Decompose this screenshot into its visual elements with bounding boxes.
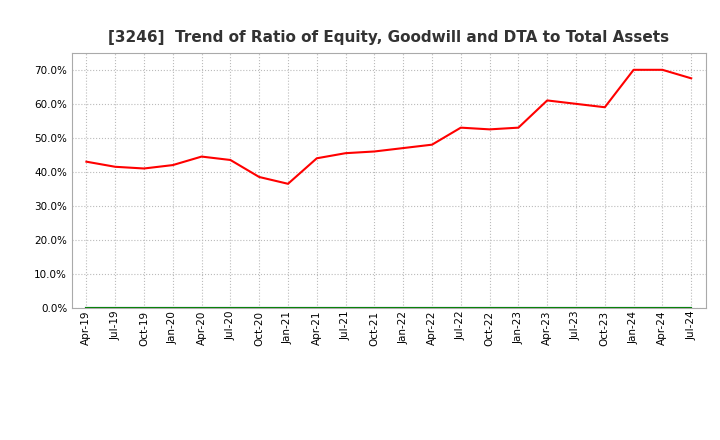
Equity <box>428 142 436 147</box>
Equity <box>82 159 91 164</box>
Title: [3246]  Trend of Ratio of Equity, Goodwill and DTA to Total Assets: [3246] Trend of Ratio of Equity, Goodwil… <box>108 29 670 45</box>
Goodwill <box>312 305 321 311</box>
Deferred Tax Assets <box>399 305 408 311</box>
Deferred Tax Assets <box>600 305 609 311</box>
Deferred Tax Assets <box>284 305 292 311</box>
Deferred Tax Assets <box>629 305 638 311</box>
Deferred Tax Assets <box>226 305 235 311</box>
Equity <box>600 105 609 110</box>
Equity <box>197 154 206 159</box>
Goodwill <box>485 305 494 311</box>
Goodwill <box>111 305 120 311</box>
Goodwill <box>140 305 148 311</box>
Equity <box>514 125 523 130</box>
Deferred Tax Assets <box>82 305 91 311</box>
Deferred Tax Assets <box>428 305 436 311</box>
Equity <box>255 174 264 180</box>
Goodwill <box>255 305 264 311</box>
Deferred Tax Assets <box>255 305 264 311</box>
Equity <box>341 150 350 156</box>
Goodwill <box>572 305 580 311</box>
Equity <box>687 76 696 81</box>
Goodwill <box>370 305 379 311</box>
Goodwill <box>226 305 235 311</box>
Equity <box>168 162 177 168</box>
Deferred Tax Assets <box>687 305 696 311</box>
Equity <box>140 166 148 171</box>
Goodwill <box>197 305 206 311</box>
Goodwill <box>600 305 609 311</box>
Deferred Tax Assets <box>197 305 206 311</box>
Line: Equity: Equity <box>86 70 691 184</box>
Equity <box>629 67 638 73</box>
Goodwill <box>629 305 638 311</box>
Deferred Tax Assets <box>168 305 177 311</box>
Equity <box>658 67 667 73</box>
Equity <box>485 127 494 132</box>
Equity <box>111 164 120 169</box>
Deferred Tax Assets <box>456 305 465 311</box>
Goodwill <box>168 305 177 311</box>
Equity <box>543 98 552 103</box>
Deferred Tax Assets <box>485 305 494 311</box>
Deferred Tax Assets <box>543 305 552 311</box>
Goodwill <box>543 305 552 311</box>
Deferred Tax Assets <box>312 305 321 311</box>
Goodwill <box>428 305 436 311</box>
Equity <box>399 146 408 151</box>
Deferred Tax Assets <box>140 305 148 311</box>
Deferred Tax Assets <box>111 305 120 311</box>
Deferred Tax Assets <box>341 305 350 311</box>
Equity <box>456 125 465 130</box>
Deferred Tax Assets <box>658 305 667 311</box>
Deferred Tax Assets <box>572 305 580 311</box>
Goodwill <box>456 305 465 311</box>
Equity <box>226 158 235 163</box>
Goodwill <box>514 305 523 311</box>
Equity <box>370 149 379 154</box>
Deferred Tax Assets <box>370 305 379 311</box>
Goodwill <box>82 305 91 311</box>
Deferred Tax Assets <box>514 305 523 311</box>
Goodwill <box>284 305 292 311</box>
Equity <box>284 181 292 187</box>
Goodwill <box>399 305 408 311</box>
Goodwill <box>341 305 350 311</box>
Equity <box>312 156 321 161</box>
Equity <box>572 101 580 106</box>
Goodwill <box>658 305 667 311</box>
Goodwill <box>687 305 696 311</box>
